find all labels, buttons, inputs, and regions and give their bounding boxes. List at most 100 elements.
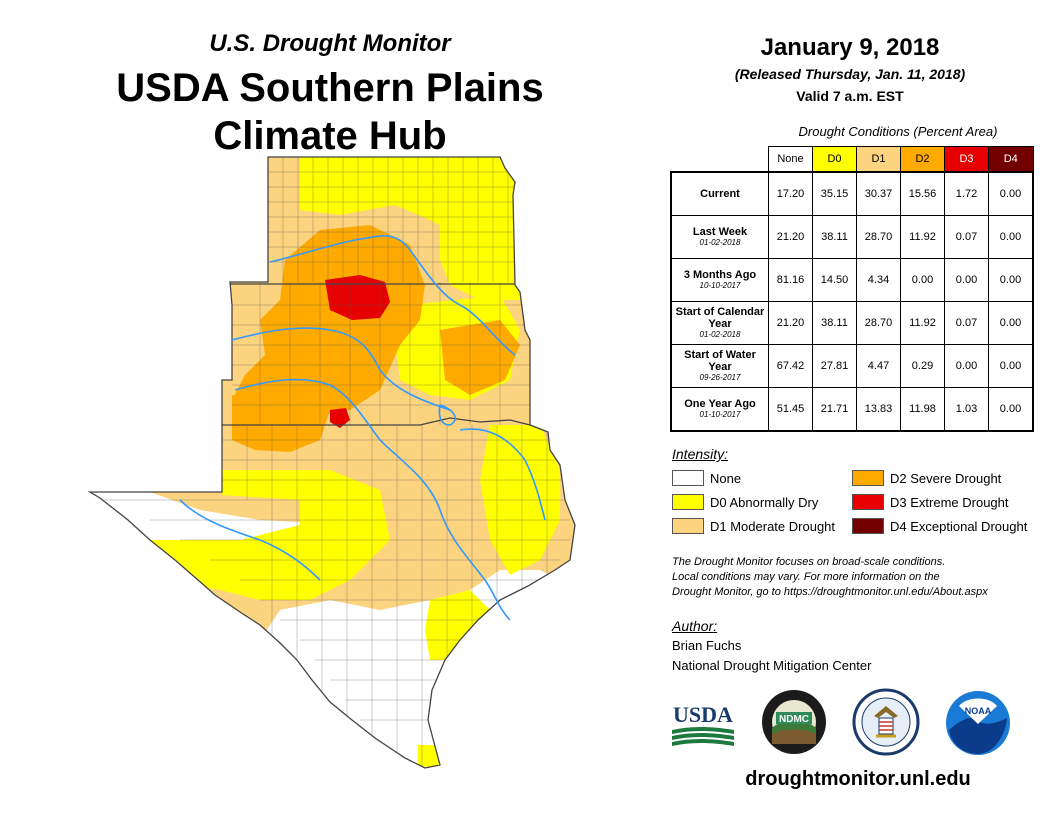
author-org: National Drought Mitigation Center: [672, 658, 872, 673]
cell-d3: 1.03: [944, 387, 989, 432]
legend-item: D1 Moderate Drought: [672, 518, 835, 534]
area-d0-south-central: [425, 590, 490, 660]
cell-d2: 0.00: [900, 258, 945, 302]
drought-map: [89, 156, 576, 769]
area-d0-tip: [418, 745, 440, 768]
legend-label: D0 Abnormally Dry: [710, 494, 819, 510]
area-d3-texas-spot: [330, 408, 350, 428]
col-none: None: [768, 146, 813, 173]
county-grid: [100, 157, 570, 768]
table-caption: Drought Conditions (Percent Area): [798, 124, 998, 139]
row-date: 10-10-2017: [699, 281, 741, 290]
cell-d4: 0.00: [988, 387, 1034, 432]
area-d0-kansas-north: [300, 157, 520, 240]
cell-d1: 28.70: [856, 301, 901, 345]
row-date: 09-26-2017: [699, 373, 741, 382]
cell-d2: 15.56: [900, 171, 945, 216]
map-subtitle: U.S. Drought Monitor: [209, 30, 451, 57]
table-row: One Year Ago 01-10-2017 51.45 21.71 13.83 11.…: [670, 387, 1034, 432]
cell-d2: 11.92: [900, 215, 945, 259]
table-header-row: None D0 D1 D2 D3 D4: [671, 146, 1034, 173]
note-line3: Drought Monitor, go to https://droughtmo…: [672, 586, 988, 598]
report-date: January 9, 2018: [760, 34, 940, 61]
area-d2-kansas-oklahoma: [232, 225, 425, 430]
legend-title: Intensity:: [672, 446, 729, 462]
legend-swatch: [672, 494, 704, 510]
row-date: 01-02-2018: [699, 238, 741, 247]
legend-label: None: [710, 470, 742, 486]
legend-swatch: [852, 494, 884, 510]
legend-item: D0 Abnormally Dry: [672, 494, 818, 510]
col-d0: D0: [812, 146, 857, 173]
area-d2-texas-panhandle: [232, 395, 330, 452]
cell-none: 21.20: [768, 215, 813, 259]
commerce-seal-logo: [852, 688, 920, 756]
legend-item: D2 Severe Drought: [852, 470, 1001, 486]
cell-d4: 0.00: [988, 215, 1034, 259]
note-line1: The Drought Monitor focuses on broad-sca…: [672, 556, 946, 568]
table-row: Start of Water Year 09-26-2017 67.42 27.81 4…: [670, 344, 1034, 388]
legend-swatch: [672, 470, 704, 486]
legend-item: D3 Extreme Drought: [852, 494, 1009, 510]
row-label: Start of Calendar Year 01-02-2018: [670, 301, 769, 345]
cell-d2: 11.98: [900, 387, 945, 432]
author-title: Author:: [672, 618, 718, 634]
rivers: [179, 235, 546, 621]
table-corner: [671, 147, 769, 173]
col-d1: D1: [856, 146, 901, 173]
cell-d1: 28.70: [856, 215, 901, 259]
col-d3: D3: [944, 146, 989, 173]
cell-d4: 0.00: [988, 171, 1034, 216]
row-label-text: Start of Calendar Year: [675, 306, 765, 330]
area-d3-kansas-border: [325, 275, 390, 320]
table-row: Start of Calendar Year 01-02-2018 21.20 38.…: [670, 301, 1034, 345]
cell-none: 17.20: [768, 171, 813, 216]
row-label-text: Start of Water Year: [684, 349, 756, 373]
row-label: 3 Months Ago 10-10-2017: [670, 258, 769, 302]
cell-d1: 4.47: [856, 344, 901, 388]
cell-d4: 0.00: [988, 258, 1034, 302]
report-valid: Valid 7 a.m. EST: [796, 88, 904, 104]
cell-none: 51.45: [768, 387, 813, 432]
map-title-line2: Climate Hub: [213, 114, 447, 158]
legend-swatch: [672, 518, 704, 534]
table-row: Last Week 01-02-2018 21.20 38.11 28.70 11.92 0…: [670, 215, 1034, 259]
legend-swatch: [852, 518, 884, 534]
row-date: 01-10-2017: [699, 410, 741, 419]
legend-item: D4 Exceptional Drought: [852, 518, 1027, 534]
cell-d0: 21.71: [812, 387, 857, 432]
ndmc-logo: NDMC: [762, 690, 826, 754]
cell-d3: 0.00: [944, 344, 989, 388]
col-d2: D2: [900, 146, 945, 173]
legend-label: D1 Moderate Drought: [710, 518, 836, 534]
usda-logo-text: USDA: [673, 702, 733, 727]
row-label: Start of Water Year 09-26-2017: [670, 344, 769, 388]
cell-d0: 38.11: [812, 301, 857, 345]
table-row: Current 17.20 35.15 30.37 15.56 1.72 0.00: [670, 171, 1034, 216]
legend-item: None: [672, 470, 741, 486]
cell-d0: 35.15: [812, 171, 857, 216]
cell-d3: 0.07: [944, 301, 989, 345]
row-label-text: One Year Ago: [684, 398, 756, 410]
cell-d3: 0.00: [944, 258, 989, 302]
cell-d0: 27.81: [812, 344, 857, 388]
author-name: Brian Fuchs: [672, 638, 742, 653]
drought-conditions-table: None D0 D1 D2 D3 D4 Current 17.20 35.15 30.…: [670, 146, 1034, 432]
row-date: 01-02-2018: [699, 330, 741, 339]
legend-label: D4 Exceptional Drought: [890, 518, 1028, 534]
area-d0-kansas-east: [440, 220, 530, 300]
footer-website[interactable]: droughtmonitor.unl.edu: [745, 768, 971, 790]
cell-d0: 38.11: [812, 215, 857, 259]
legend-swatch: [852, 470, 884, 486]
cell-none: 81.16: [768, 258, 813, 302]
row-label: One Year Ago 01-10-2017: [670, 387, 769, 432]
legend-label: D3 Extreme Drought: [890, 494, 1009, 510]
noaa-logo-text: NOAA: [965, 706, 992, 716]
map-title-line1: USDA Southern Plains: [116, 66, 544, 110]
cell-d2: 0.29: [900, 344, 945, 388]
row-label: Current: [670, 171, 769, 216]
cell-d1: 4.34: [856, 258, 901, 302]
note-line2: Local conditions may vary. For more info…: [672, 571, 940, 583]
cell-none: 67.42: [768, 344, 813, 388]
disclaimer-note: The Drought Monitor focuses on broad-sca…: [672, 555, 1042, 600]
